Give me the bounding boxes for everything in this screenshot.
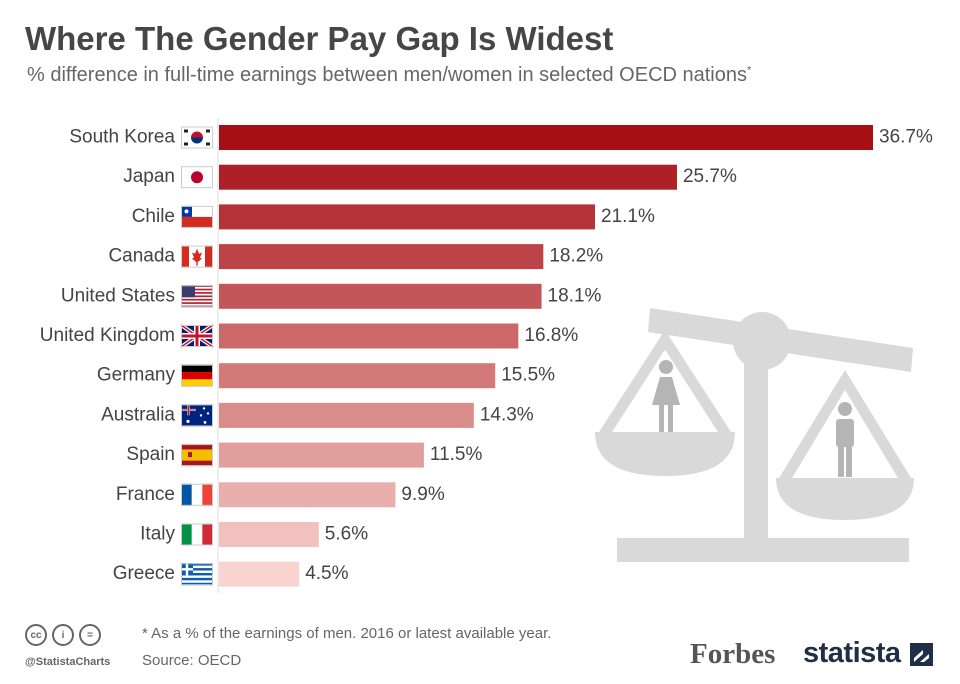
- bar-greece: [219, 561, 300, 587]
- bar-chile: [219, 204, 596, 230]
- category-label: Chile: [132, 206, 175, 227]
- category-label: United Kingdom: [40, 325, 175, 346]
- canada-flag-icon: [181, 245, 213, 268]
- subtitle-text: % difference in full-time earnings betwe…: [27, 64, 747, 86]
- value-label: 5.6%: [325, 524, 368, 545]
- australia-flag-icon: [181, 404, 213, 427]
- category-label: Italy: [140, 524, 175, 545]
- bar-france: [219, 482, 396, 508]
- statista-logo[interactable]: statista: [803, 637, 901, 669]
- bar-italy: [219, 522, 319, 547]
- value-label: 15.5%: [501, 365, 555, 386]
- value-label: 18.1%: [548, 285, 602, 306]
- value-label: 11.5%: [430, 444, 483, 465]
- value-label: 25.7%: [683, 166, 737, 187]
- category-label: Canada: [108, 246, 175, 267]
- bar-spain: [219, 442, 424, 468]
- footnote: * As a % of the earnings of men. 2016 or…: [142, 625, 552, 642]
- bar-united-kingdom: [219, 323, 519, 349]
- value-label: 4.5%: [305, 563, 348, 584]
- statista-handle[interactable]: @StatistaCharts: [25, 656, 111, 668]
- bar-canada: [219, 244, 544, 270]
- value-label: 18.2%: [549, 246, 603, 267]
- category-label: Spain: [126, 444, 175, 465]
- south-korea-flag-icon: [181, 126, 213, 149]
- bar-united-states: [219, 283, 542, 309]
- france-flag-icon: [181, 483, 213, 506]
- forbes-logo[interactable]: Forbes: [690, 638, 776, 670]
- bar-japan: [219, 164, 677, 190]
- no-derivatives-icon[interactable]: =: [79, 624, 101, 646]
- bar-australia: [219, 402, 474, 428]
- chart-title: Where The Gender Pay Gap Is Widest: [25, 20, 614, 57]
- chart-subtitle: % difference in full-time earnings betwe…: [27, 64, 751, 87]
- germany-flag-icon: [181, 364, 213, 387]
- japan-flag-icon: [181, 166, 213, 189]
- united-states-flag-icon: [181, 285, 213, 308]
- category-label: Germany: [97, 365, 176, 386]
- italy-flag-icon: [181, 523, 213, 546]
- value-label: 36.7%: [879, 127, 933, 148]
- bar-germany: [219, 363, 496, 389]
- spain-flag-icon: [181, 444, 213, 467]
- category-label: France: [116, 484, 175, 505]
- category-label: Greece: [113, 563, 175, 584]
- bar-south-korea: [219, 125, 873, 150]
- balance-scale-icon: [595, 308, 914, 562]
- license-icons: cc i =: [25, 624, 101, 646]
- value-label: 9.9%: [401, 484, 444, 505]
- category-label: Japan: [123, 166, 175, 187]
- united-kingdom-flag-icon: [179, 323, 215, 349]
- chile-flag-icon: [181, 205, 213, 228]
- value-label: 16.8%: [524, 325, 578, 346]
- greece-flag-icon: [181, 563, 213, 586]
- source-note: Source: OECD: [142, 652, 242, 669]
- subtitle-footnote-mark: *: [747, 64, 752, 77]
- value-label: 21.1%: [601, 206, 655, 227]
- category-label: Australia: [101, 404, 175, 425]
- creative-commons-icon[interactable]: cc: [25, 624, 47, 646]
- bar-chart: South Korea 36.7% Japan 25.7% Chile 21.1% Cana…: [40, 118, 933, 593]
- category-label: South Korea: [69, 127, 175, 148]
- attribution-icon[interactable]: i: [52, 624, 74, 646]
- category-label: United States: [61, 285, 175, 306]
- statista-logo-icon[interactable]: [910, 643, 933, 666]
- value-label: 14.3%: [480, 404, 534, 425]
